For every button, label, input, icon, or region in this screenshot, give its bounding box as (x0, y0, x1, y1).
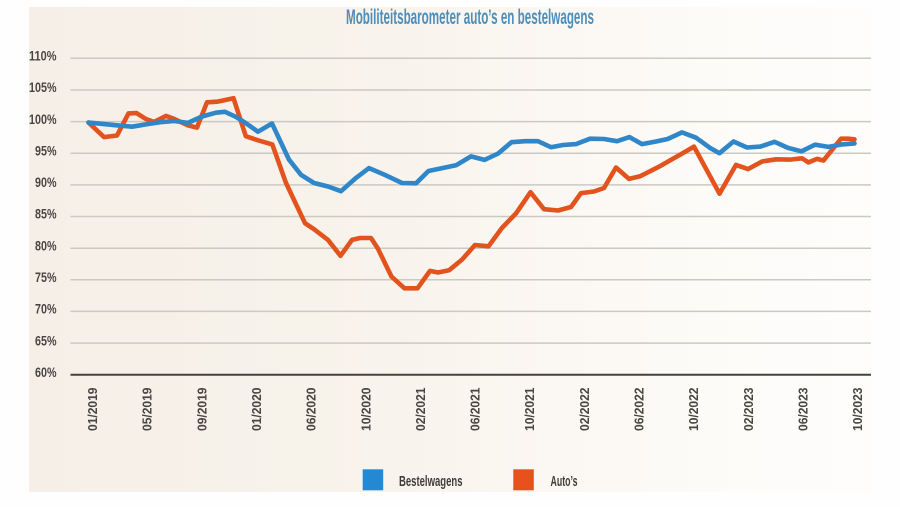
svg-text:01/2019: 01/2019 (86, 387, 100, 431)
svg-text:Bestelwagens: Bestelwagens (399, 474, 463, 490)
svg-text:100%: 100% (29, 112, 57, 127)
svg-text:10/2021: 10/2021 (523, 387, 537, 431)
svg-text:105%: 105% (29, 80, 57, 95)
svg-text:02/2023: 02/2023 (742, 387, 756, 431)
svg-text:10/2023: 10/2023 (851, 387, 865, 431)
svg-text:110%: 110% (29, 49, 57, 64)
svg-text:95%: 95% (35, 143, 57, 158)
svg-text:06/2022: 06/2022 (633, 387, 647, 431)
svg-text:60%: 60% (35, 365, 57, 380)
svg-text:06/2023: 06/2023 (796, 387, 810, 431)
svg-text:10/2022: 10/2022 (687, 387, 701, 431)
svg-text:02/2022: 02/2022 (578, 387, 592, 431)
svg-text:10/2020: 10/2020 (359, 387, 373, 431)
svg-text:85%: 85% (35, 207, 57, 222)
svg-text:Auto’s: Auto’s (551, 474, 578, 490)
svg-text:01/2020: 01/2020 (250, 387, 264, 431)
svg-text:75%: 75% (35, 270, 57, 285)
svg-text:06/2020: 06/2020 (305, 387, 319, 431)
svg-text:65%: 65% (35, 333, 57, 348)
svg-text:09/2019: 09/2019 (195, 387, 209, 431)
svg-text:02/2021: 02/2021 (414, 387, 428, 431)
svg-text:Mobiliteitsbarometer auto’s en: Mobiliteitsbarometer auto’s en bestelwag… (346, 5, 594, 29)
svg-text:70%: 70% (35, 302, 57, 317)
svg-text:05/2019: 05/2019 (141, 387, 155, 431)
svg-text:80%: 80% (35, 238, 57, 253)
svg-text:06/2021: 06/2021 (469, 387, 483, 431)
svg-text:90%: 90% (35, 175, 57, 190)
